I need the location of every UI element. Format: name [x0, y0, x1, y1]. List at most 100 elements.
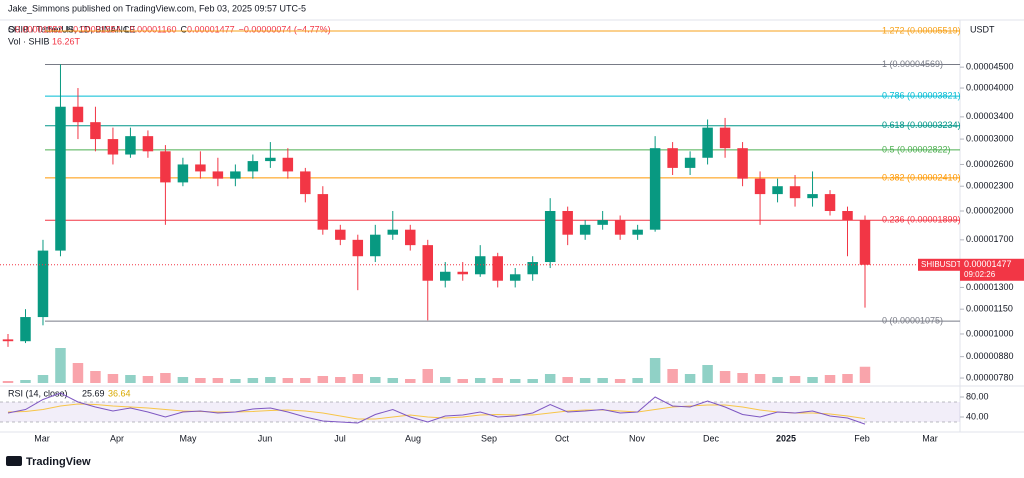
- volume-legend: Vol · SHIB: [8, 36, 50, 46]
- y-tick-label: 0.00001700: [966, 234, 1014, 244]
- y-tick-label: 0.00000780: [966, 372, 1014, 382]
- candle-body: [544, 211, 556, 263]
- candle-body: [405, 229, 416, 246]
- candle-body: [684, 157, 696, 168]
- candle-body: [265, 157, 276, 162]
- volume-bar: [684, 374, 696, 383]
- rsi-legend: RSI (14, close): [8, 388, 68, 398]
- volume-bar: [300, 378, 311, 383]
- volume-bar: [230, 379, 241, 383]
- volume-bar: [754, 374, 766, 383]
- y-tick-label: 0.00001000: [966, 328, 1014, 338]
- candle-body: [457, 271, 468, 275]
- volume-bar: [265, 377, 276, 383]
- symbol: SHIB / TetherUS, 1D, BINANCE: [8, 24, 135, 34]
- ohlc-legend: 0.00001160: [130, 24, 177, 34]
- volume-bar: [387, 378, 399, 383]
- volume-bar: [142, 376, 154, 383]
- candle-body: [737, 148, 748, 179]
- y-tick-label: 0.00002600: [966, 159, 1014, 169]
- x-tick-label: Oct: [555, 433, 570, 443]
- fib-label: 0.236 (0.00001899): [882, 215, 961, 225]
- y-tick-label: 0.00000880: [966, 351, 1014, 361]
- candle-body: [562, 211, 573, 235]
- volume-bar: [702, 365, 713, 383]
- x-tick-label: Aug: [405, 433, 421, 443]
- fib-label: 0.382 (0.00002410): [882, 172, 961, 182]
- candle-body: [632, 229, 643, 235]
- volume-bar: [527, 379, 538, 383]
- y-tick-label: 0.00003000: [966, 133, 1014, 143]
- ohlc-legend: L: [125, 24, 130, 34]
- candle-body: [422, 245, 434, 281]
- x-tick-label: Feb: [854, 433, 870, 443]
- last-price-value: 0.00001477: [964, 259, 1012, 269]
- rsi-ma-line: [7, 403, 866, 420]
- candle-body: [107, 139, 119, 155]
- header: Jake_Simmons published on TradingView.co…: [8, 3, 306, 13]
- x-tick-label: Sep: [481, 433, 497, 443]
- y-tick-label: 0.00001150: [966, 304, 1013, 314]
- candle-body: [142, 136, 154, 152]
- volume-bar: [597, 378, 608, 383]
- candle-body: [772, 186, 783, 195]
- volume-bar: [544, 374, 556, 383]
- x-tick-label: Dec: [703, 433, 720, 443]
- volume-bar: [632, 378, 643, 383]
- x-tick-label: Jul: [334, 433, 346, 443]
- volume-bar: [37, 375, 49, 383]
- volume-bar: [562, 377, 573, 383]
- volume-bar: [20, 380, 31, 383]
- candle-body: [859, 220, 871, 265]
- volume-bar: [335, 377, 346, 383]
- volume-bar: [370, 377, 381, 383]
- y-tick-label: 0.00002300: [966, 181, 1014, 191]
- y-tick-label: 0.00001300: [966, 282, 1014, 292]
- candle-body: [439, 271, 451, 281]
- volume-bar: [422, 369, 434, 383]
- ohlc-legend: 0.00001477: [187, 24, 235, 34]
- y-tick-label: 0.00004000: [966, 82, 1014, 92]
- volume-bar: [405, 379, 416, 383]
- volume-bar: [807, 377, 818, 383]
- volume-bar: [667, 369, 678, 383]
- candle-body: [667, 148, 678, 168]
- rsi-tick-label: 40.00: [966, 411, 989, 421]
- candle-body: [282, 157, 294, 172]
- ohlc-legend: 0.00001552: [15, 24, 63, 34]
- volume-bar: [107, 374, 119, 383]
- volume-bar: [247, 378, 259, 383]
- candle-body: [807, 194, 818, 199]
- volume-bar: [317, 376, 329, 383]
- y-tick-label: 0.00003400: [966, 111, 1014, 121]
- volume-bar: [859, 366, 871, 383]
- volume-bar: [579, 378, 591, 383]
- rsi-line: [7, 392, 866, 425]
- candle-body: [789, 186, 801, 199]
- fib-label: 0.618 (0.00003234): [882, 120, 961, 130]
- candle-body: [55, 106, 66, 251]
- candle-body: [247, 161, 259, 172]
- last-price-tag: [918, 258, 960, 271]
- volume-bar: [719, 371, 731, 383]
- candle-body: [492, 256, 503, 281]
- rsi-last: 25.69: [82, 388, 105, 398]
- fib-label: 0.5 (0.00002822): [882, 144, 951, 154]
- x-tick-label: Mar: [34, 433, 50, 443]
- volume-bar: [282, 378, 294, 383]
- candle-body: [842, 211, 853, 221]
- candle-body: [614, 220, 626, 235]
- last-price-box: [960, 258, 1024, 281]
- ohlc-legend: O: [8, 24, 15, 34]
- candle-body: [125, 136, 136, 155]
- rsi-tick-label: 80.00: [966, 391, 989, 401]
- candle-body: [2, 339, 14, 342]
- candle-body: [719, 127, 731, 149]
- fib-label: 0.786 (0.00003821): [882, 91, 961, 101]
- brand: TradingView: [26, 456, 91, 468]
- volume-bar: [509, 379, 521, 383]
- ohlc-legend: 0.00001554: [73, 24, 121, 34]
- volume-bar: [439, 377, 451, 383]
